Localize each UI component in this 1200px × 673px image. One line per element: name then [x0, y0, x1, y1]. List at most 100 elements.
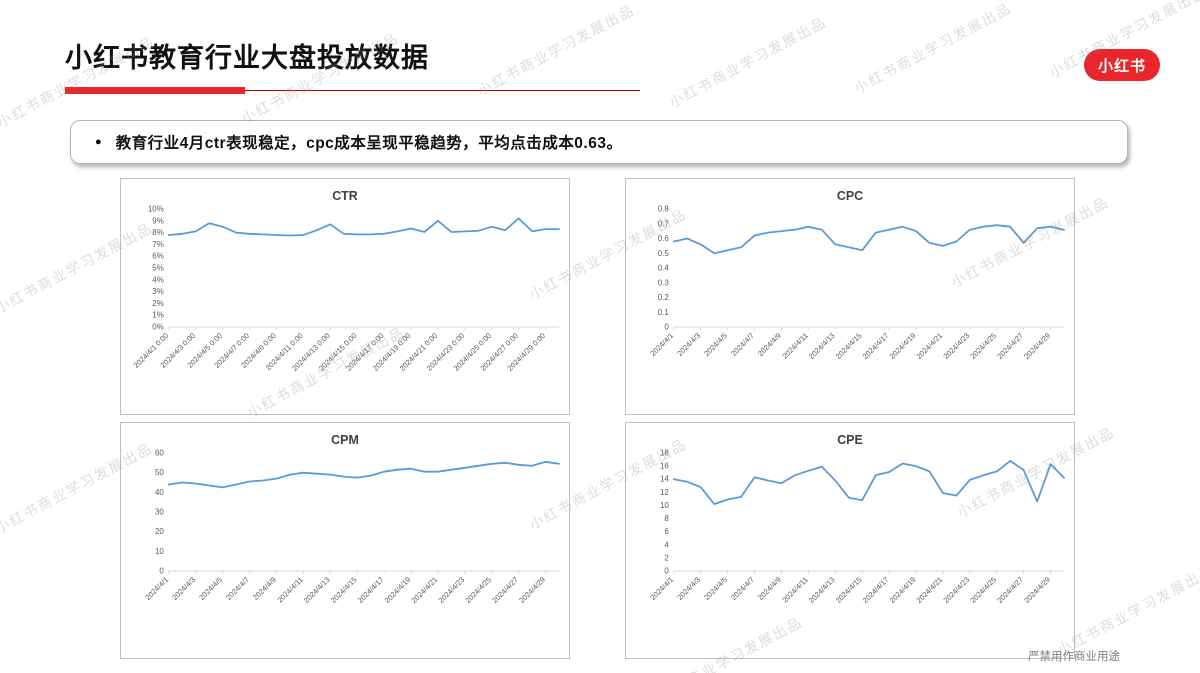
svg-text:2024/4/1: 2024/4/1 — [143, 575, 170, 602]
svg-text:2024/4/13: 2024/4/13 — [807, 575, 837, 605]
svg-text:2024/4/15: 2024/4/15 — [329, 575, 359, 605]
svg-text:2024/4/23: 2024/4/23 — [941, 575, 971, 605]
svg-text:2024/4/23: 2024/4/23 — [941, 331, 971, 361]
svg-text:2024/4/7: 2024/4/7 — [729, 575, 756, 602]
svg-text:4: 4 — [664, 540, 669, 549]
svg-text:5%: 5% — [152, 263, 164, 272]
chart-card-ctr: CTR 0% 1% 2% 3% 4% 5% 6% 7% 8% 9% 10% 2024/4/1 0:00 2… — [120, 178, 570, 415]
svg-text:12: 12 — [660, 488, 669, 497]
svg-text:2024/4/11: 2024/4/11 — [780, 331, 809, 361]
svg-text:14: 14 — [660, 475, 669, 484]
svg-text:6: 6 — [664, 527, 669, 536]
svg-text:2024/4/3: 2024/4/3 — [170, 575, 197, 602]
svg-text:0.5: 0.5 — [658, 249, 670, 258]
svg-text:2024/4/11: 2024/4/11 — [275, 575, 304, 605]
svg-text:2024/4/25: 2024/4/25 — [968, 575, 998, 605]
chart-card-cpe: CPE 0 2 4 6 8 10 12 14 16 18 2024/4/1 2024/4/3 2024/4… — [625, 422, 1075, 659]
svg-text:2024/4/7: 2024/4/7 — [729, 331, 756, 358]
xiaohongshu-logo: 小红书 — [1084, 49, 1160, 81]
summary-text: 教育行业4月ctr表现稳定，cpc成本呈现平稳趋势，平均点击成本0.63。 — [115, 135, 623, 152]
svg-text:0: 0 — [159, 566, 164, 575]
svg-text:2024/4/19: 2024/4/19 — [383, 575, 413, 605]
svg-text:2024/4/21: 2024/4/21 — [914, 331, 944, 361]
svg-text:2024/4/29: 2024/4/29 — [517, 575, 547, 605]
svg-text:2024/4/9: 2024/4/9 — [756, 331, 783, 358]
svg-text:10: 10 — [660, 501, 669, 510]
svg-text:10: 10 — [155, 547, 164, 556]
svg-text:9%: 9% — [152, 216, 164, 225]
svg-text:0.1: 0.1 — [658, 308, 670, 317]
svg-text:2024/4/1: 2024/4/1 — [648, 575, 675, 602]
svg-text:50: 50 — [155, 468, 164, 477]
svg-text:2024/4/3: 2024/4/3 — [675, 575, 702, 602]
svg-text:2024/4/15: 2024/4/15 — [834, 331, 864, 361]
svg-text:8: 8 — [664, 514, 669, 523]
svg-text:0.3: 0.3 — [658, 278, 670, 287]
svg-text:2024/4/27: 2024/4/27 — [490, 575, 520, 605]
svg-text:0.2: 0.2 — [658, 293, 670, 302]
svg-text:2024/4/21: 2024/4/21 — [914, 575, 944, 605]
svg-text:2024/4/11: 2024/4/11 — [780, 575, 809, 605]
svg-text:2024/4/21: 2024/4/21 — [409, 575, 439, 605]
svg-text:2%: 2% — [152, 299, 164, 308]
svg-text:CPM: CPM — [331, 433, 359, 447]
title-underline-thin — [65, 90, 640, 91]
charts-grid: CTR 0% 1% 2% 3% 4% 5% 6% 7% 8% 9% 10% 2024/4/1 0:00 2… — [120, 178, 1075, 659]
title-underline-thick — [65, 87, 245, 94]
svg-text:2024/4/17: 2024/4/17 — [861, 331, 891, 361]
svg-text:2024/4/15: 2024/4/15 — [834, 575, 864, 605]
svg-text:2024/4/29: 2024/4/29 — [1022, 575, 1052, 605]
svg-text:CPC: CPC — [837, 189, 863, 203]
watermark-text: 小红书商业学习发展出品 — [474, 1, 638, 99]
svg-text:2024/4/13: 2024/4/13 — [807, 331, 837, 361]
bullet-icon: ● — [95, 136, 102, 148]
svg-text:2024/4/3: 2024/4/3 — [675, 331, 702, 358]
svg-text:10%: 10% — [148, 204, 164, 213]
svg-text:2: 2 — [664, 553, 669, 562]
svg-text:2024/4/9: 2024/4/9 — [251, 575, 278, 602]
svg-text:0%: 0% — [152, 322, 164, 331]
svg-text:60: 60 — [155, 448, 164, 457]
svg-text:2024/4/9: 2024/4/9 — [756, 575, 783, 602]
svg-text:16: 16 — [660, 462, 669, 471]
svg-text:0.6: 0.6 — [658, 234, 670, 243]
copyright-note: 严禁用作商业用途 — [1028, 651, 1120, 663]
svg-text:3%: 3% — [152, 287, 164, 296]
svg-text:2024/4/13: 2024/4/13 — [302, 575, 332, 605]
line-chart: CPM 0 10 20 30 40 50 60 2024/4/1 2024/4/3 2024/4/5… — [143, 433, 560, 605]
svg-text:2024/4/5: 2024/4/5 — [702, 331, 729, 358]
svg-text:2024/4/27: 2024/4/27 — [995, 331, 1025, 361]
chart-card-cpm: CPM 0 10 20 30 40 50 60 2024/4/1 2024/4/3 2024/4/5… — [120, 422, 570, 659]
svg-text:0.7: 0.7 — [658, 219, 670, 228]
svg-text:0.4: 0.4 — [658, 263, 670, 272]
svg-text:2024/4/29: 2024/4/29 — [1022, 331, 1052, 361]
svg-text:2024/4/5: 2024/4/5 — [702, 575, 729, 602]
svg-text:2024/4/19: 2024/4/19 — [888, 331, 918, 361]
svg-text:2024/4/25: 2024/4/25 — [968, 331, 998, 361]
svg-text:4%: 4% — [152, 275, 164, 284]
svg-text:2024/4/23: 2024/4/23 — [436, 575, 466, 605]
svg-text:2024/4/17: 2024/4/17 — [356, 575, 386, 605]
svg-text:2024/4/25: 2024/4/25 — [463, 575, 493, 605]
title-underline — [65, 87, 640, 95]
svg-text:30: 30 — [155, 507, 164, 516]
chart-card-cpc: CPC 0 0.1 0.2 0.3 0.4 0.5 0.6 0.7 0.8 2024/4/1 2024… — [625, 178, 1075, 415]
svg-text:2024/4/1: 2024/4/1 — [648, 331, 675, 358]
svg-text:40: 40 — [155, 488, 164, 497]
svg-text:2024/4/19: 2024/4/19 — [888, 575, 918, 605]
summary-box: ● 教育行业4月ctr表现稳定，cpc成本呈现平稳趋势，平均点击成本0.63。 — [70, 120, 1128, 164]
svg-text:2024/4/5: 2024/4/5 — [197, 575, 224, 602]
watermark-text: 小红书商业学习发展出品 — [666, 13, 830, 111]
svg-text:1%: 1% — [152, 311, 164, 320]
watermark-text: 小红书商业学习发展出品 — [1054, 561, 1200, 659]
svg-text:2024/4/27: 2024/4/27 — [995, 575, 1025, 605]
page-title: 小红书教育行业大盘投放数据 — [65, 43, 429, 73]
svg-text:2024/4/7: 2024/4/7 — [224, 575, 251, 602]
svg-text:2024/4/17: 2024/4/17 — [861, 575, 891, 605]
svg-text:8%: 8% — [152, 228, 164, 237]
svg-text:7%: 7% — [152, 240, 164, 249]
svg-text:6%: 6% — [152, 252, 164, 261]
